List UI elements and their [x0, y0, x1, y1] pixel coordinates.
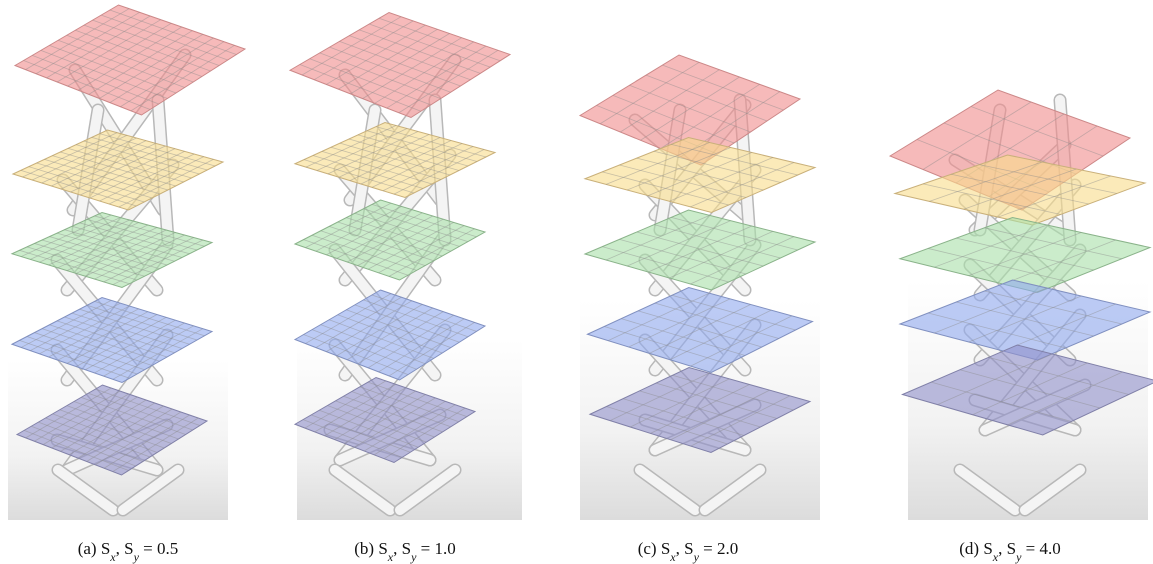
layer: [290, 13, 510, 118]
caption-text: , S: [393, 539, 411, 558]
layer: [15, 5, 245, 115]
caption-text: = 0.5: [139, 539, 178, 558]
layer: [585, 210, 815, 290]
caption-text: (b) S: [354, 539, 388, 558]
caption-text: = 2.0: [699, 539, 738, 558]
caption-text: (c) S: [638, 539, 671, 558]
caption-text: (a) S: [78, 539, 111, 558]
caption: (c) Sx, Sy = 2.0: [638, 539, 739, 564]
panel: (b) Sx, Sy = 1.0: [290, 13, 522, 564]
caption: (d) Sx, Sy = 4.0: [959, 539, 1061, 564]
caption-text: = 1.0: [416, 539, 455, 558]
panel: (c) Sx, Sy = 2.0: [580, 55, 820, 564]
panel: (d) Sx, Sy = 4.0: [890, 90, 1153, 564]
caption-text: , S: [116, 539, 134, 558]
caption-text: , S: [676, 539, 694, 558]
caption-text: (d) S: [959, 539, 993, 558]
panel: (a) Sx, Sy = 0.5: [8, 5, 245, 564]
caption: (a) Sx, Sy = 0.5: [78, 539, 179, 564]
caption: (b) Sx, Sy = 1.0: [354, 539, 456, 564]
figure: (a) Sx, Sy = 0.5 (b) Sx, Sy = 1.0 (c) Sx, …: [0, 0, 1153, 564]
caption-text: = 4.0: [1021, 539, 1060, 558]
caption-text: , S: [998, 539, 1016, 558]
layer: [585, 138, 815, 213]
